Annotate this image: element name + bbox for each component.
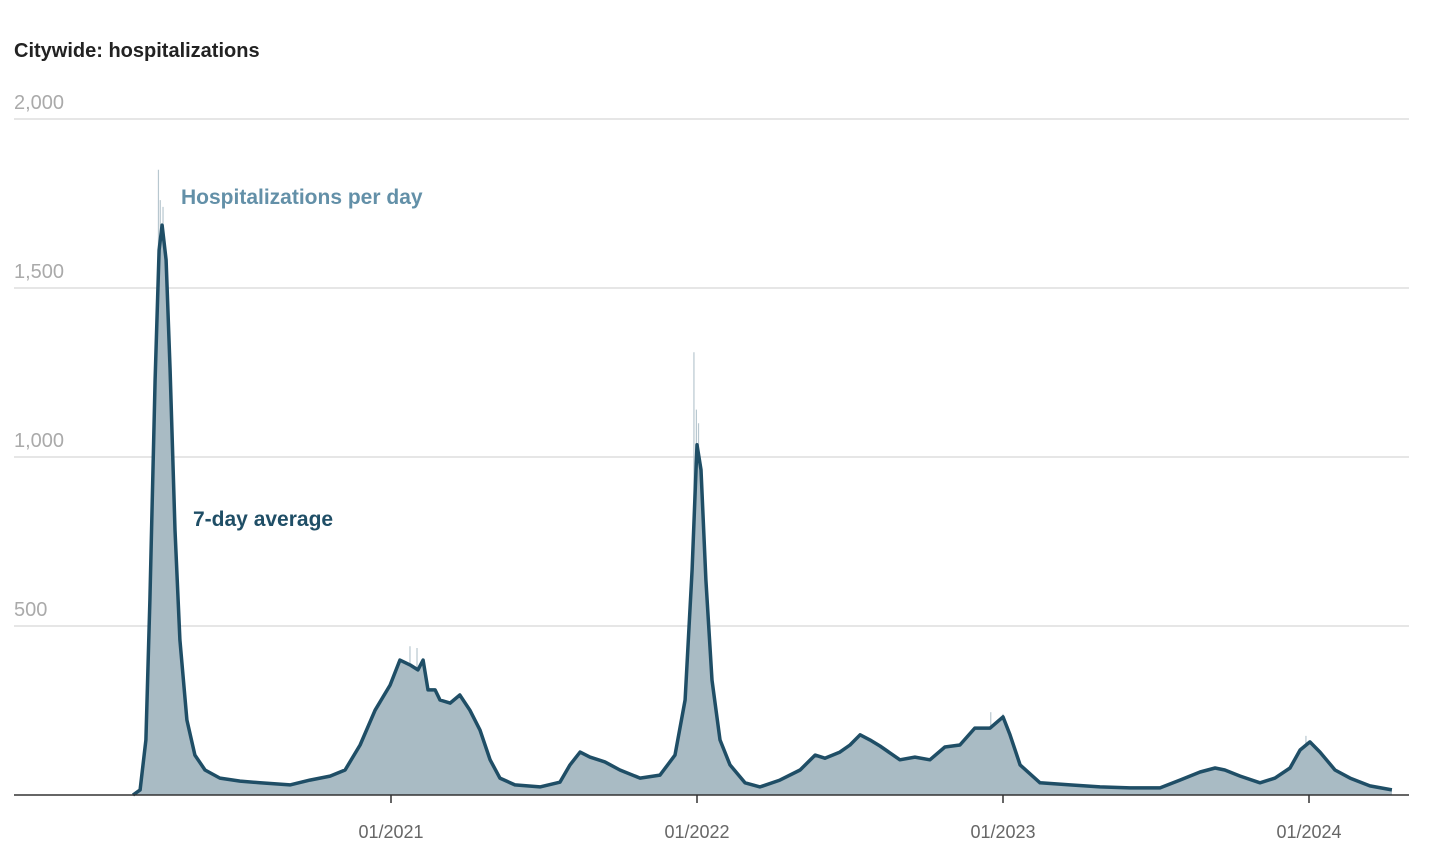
y-tick-label: 1,500 [14, 261, 64, 283]
x-tick-label: 01/2022 [664, 822, 729, 842]
y-tick-label: 1,000 [14, 430, 64, 452]
daily-series-label: Hospitalizations per day [181, 186, 423, 209]
y-tick-label: 2,000 [14, 92, 64, 114]
x-tick-label: 01/2024 [1276, 822, 1341, 842]
x-tick-label: 01/2021 [358, 822, 423, 842]
y-tick-label: 500 [14, 599, 47, 621]
average-series-label: 7-day average [193, 508, 333, 531]
seven-day-average-line [131, 223, 1393, 797]
x-tick-label: 01/2023 [970, 822, 1035, 842]
chart-title: Citywide: hospitalizations [14, 40, 260, 62]
